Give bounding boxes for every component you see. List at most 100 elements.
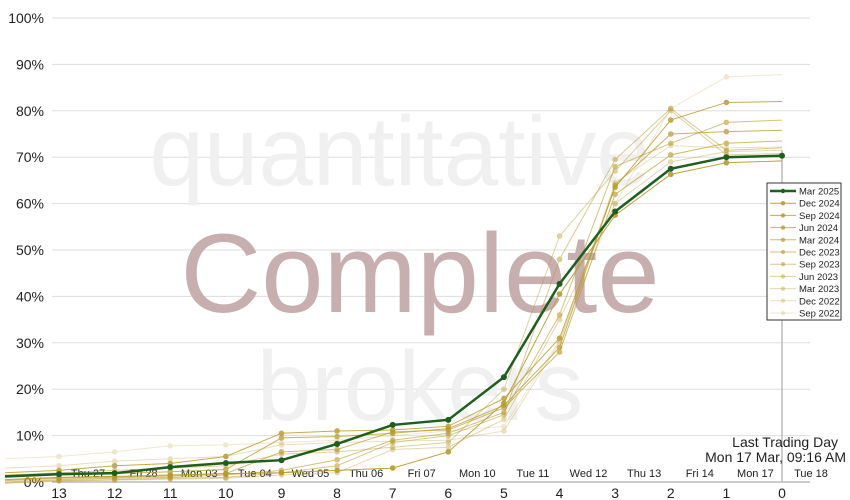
data-point bbox=[501, 409, 507, 416]
annotation-line1: Last Trading Day bbox=[732, 434, 838, 450]
data-point bbox=[556, 344, 563, 351]
data-point bbox=[612, 184, 618, 191]
data-point bbox=[389, 427, 396, 433]
series-jun-2024 bbox=[4, 128, 783, 478]
data-point bbox=[501, 416, 507, 423]
x-tick-label: 8 bbox=[333, 485, 341, 500]
data-point bbox=[56, 453, 62, 460]
data-point bbox=[667, 159, 674, 165]
legend-label: Dec 2022 bbox=[799, 296, 840, 307]
watermark-middle: Complete bbox=[180, 211, 659, 336]
data-point bbox=[723, 119, 730, 126]
legend-item: Dec 2023 bbox=[770, 248, 840, 259]
data-point bbox=[723, 74, 730, 80]
data-point bbox=[111, 462, 118, 469]
legend-marker bbox=[780, 249, 786, 255]
data-point bbox=[667, 165, 674, 172]
gridlines bbox=[52, 17, 810, 483]
y-tick-label: 60% bbox=[16, 196, 44, 212]
data-point bbox=[167, 456, 174, 462]
y-tick-label: 20% bbox=[16, 381, 44, 397]
data-point bbox=[501, 428, 507, 434]
data-point bbox=[556, 349, 563, 355]
legend-item: Mar 2024 bbox=[770, 235, 839, 246]
data-point bbox=[723, 99, 730, 106]
series-sep-2024 bbox=[4, 99, 783, 474]
data-point bbox=[445, 444, 452, 451]
y-tick-label: 90% bbox=[16, 56, 44, 72]
date-label: Fri 07 bbox=[408, 468, 436, 480]
legend-label: Mar 2024 bbox=[799, 235, 839, 246]
data-point bbox=[167, 472, 174, 478]
data-point bbox=[278, 457, 285, 464]
data-point bbox=[667, 117, 674, 123]
y-tick-label: 70% bbox=[16, 149, 44, 165]
x-tick-label: 2 bbox=[667, 485, 675, 500]
data-point bbox=[445, 423, 452, 430]
data-point bbox=[556, 291, 563, 297]
x-tick-label: 5 bbox=[500, 485, 508, 500]
data-point bbox=[723, 154, 730, 161]
legend-item: Sep 2023 bbox=[770, 260, 840, 271]
y-tick-label: 100% bbox=[8, 10, 44, 26]
date-label: Fri 14 bbox=[686, 468, 714, 480]
data-point bbox=[667, 171, 674, 178]
data-point bbox=[723, 140, 730, 147]
data-point bbox=[223, 453, 229, 460]
date-label: Tue 18 bbox=[794, 468, 828, 480]
data-point bbox=[612, 191, 618, 198]
legend-label: Dec 2024 bbox=[799, 199, 840, 210]
legend-marker bbox=[780, 237, 786, 242]
data-point bbox=[334, 467, 340, 474]
x-tick-label: 7 bbox=[389, 485, 397, 500]
legend-label: Jun 2023 bbox=[799, 272, 838, 283]
data-point bbox=[223, 466, 229, 473]
legend-marker bbox=[780, 286, 786, 291]
y-tick-label: 80% bbox=[16, 103, 44, 119]
x-tick-label: 0 bbox=[778, 485, 786, 500]
data-point bbox=[111, 449, 118, 455]
legend-label: Dec 2023 bbox=[799, 248, 840, 259]
legend-item: Jun 2024 bbox=[770, 223, 838, 234]
legend-marker bbox=[780, 310, 786, 316]
data-point bbox=[667, 131, 674, 137]
data-point bbox=[501, 423, 507, 430]
data-point bbox=[223, 442, 229, 448]
legend-marker bbox=[780, 225, 786, 230]
data-point bbox=[612, 200, 618, 207]
data-point bbox=[501, 386, 507, 393]
y-tick-label: 10% bbox=[16, 428, 44, 444]
x-tick-label: 12 bbox=[107, 485, 123, 500]
x-tick-label: 10 bbox=[218, 485, 234, 500]
legend-marker bbox=[780, 188, 786, 194]
date-label: Thu 13 bbox=[627, 468, 661, 480]
data-point bbox=[723, 159, 730, 166]
x-tick-label: 4 bbox=[556, 485, 564, 500]
data-point bbox=[445, 449, 452, 455]
data-point bbox=[222, 459, 229, 466]
x-tick-label: 3 bbox=[611, 485, 619, 500]
data-point bbox=[389, 446, 396, 453]
x-tick-label: 9 bbox=[278, 485, 286, 500]
data-point bbox=[556, 312, 563, 318]
data-point bbox=[779, 152, 785, 159]
y-tick-label: 40% bbox=[16, 288, 44, 304]
legend-item: Dec 2024 bbox=[770, 199, 840, 210]
data-point bbox=[334, 462, 340, 469]
data-point bbox=[334, 428, 340, 434]
date-label: Mon 17 bbox=[737, 468, 774, 480]
data-point bbox=[56, 462, 62, 469]
series-line bbox=[4, 149, 783, 484]
legend-label: Sep 2023 bbox=[799, 260, 840, 271]
watermark-top: quantitative bbox=[149, 96, 650, 206]
legend-label: Sep 2022 bbox=[799, 309, 840, 320]
legend-label: Mar 2025 bbox=[799, 187, 839, 198]
data-point bbox=[556, 256, 563, 263]
data-point bbox=[389, 437, 396, 444]
data-point bbox=[556, 335, 563, 341]
data-point bbox=[445, 416, 452, 423]
legend-item: Sep 2024 bbox=[770, 211, 840, 222]
legend-label: Jun 2024 bbox=[799, 223, 838, 234]
date-label: Wed 12 bbox=[570, 468, 608, 480]
